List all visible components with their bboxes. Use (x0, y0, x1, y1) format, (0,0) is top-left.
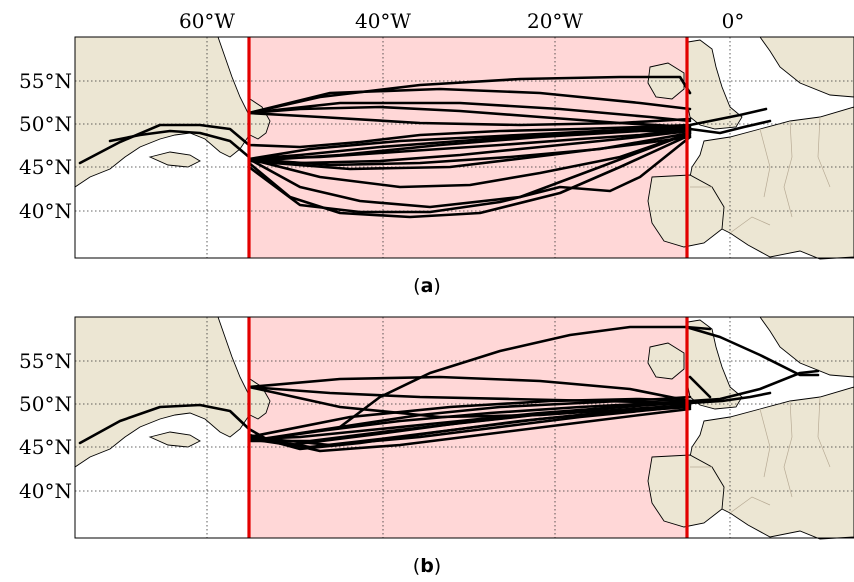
lat-label-40n-a: 40°N (19, 199, 72, 223)
lon-label-40w: 40°W (355, 9, 411, 33)
caption-b: (b) (413, 555, 441, 577)
lon-label-0: 0° (722, 9, 745, 33)
panel-b (74, 316, 854, 540)
lat-label-45n-b: 45°N (19, 435, 72, 459)
lon-label-60w: 60°W (179, 9, 235, 33)
lat-label-55n-a: 55°N (19, 69, 72, 93)
lon-label-20w: 20°W (527, 9, 583, 33)
lat-label-45n-a: 45°N (19, 155, 72, 179)
caption-a: (a) (413, 275, 441, 297)
panel-a (74, 36, 854, 260)
lat-label-55n-b: 55°N (19, 349, 72, 373)
lat-label-50n-a: 50°N (19, 112, 72, 136)
lat-label-50n-b: 50°N (19, 392, 72, 416)
lat-label-40n-b: 40°N (19, 479, 72, 503)
ship-tracks-a (78, 75, 772, 219)
longitude-labels: 60°W 40°W 20°W 0° (179, 9, 744, 33)
latitude-labels-b: 55°N 50°N 45°N 40°N (19, 349, 72, 503)
latitude-labels-a: 55°N 50°N 45°N 40°N (19, 69, 72, 223)
ship-tracks-b (78, 325, 820, 453)
